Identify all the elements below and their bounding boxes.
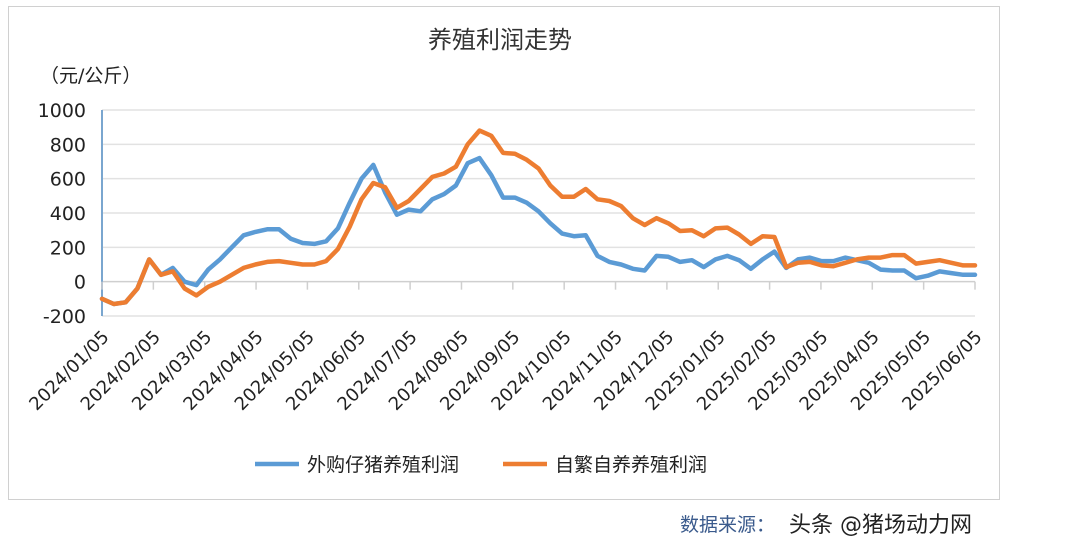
y-tick-label: -200 bbox=[43, 306, 86, 328]
source-label: 数据来源： bbox=[680, 513, 776, 536]
chart-title: 养殖利润走势 bbox=[428, 26, 572, 54]
y-tick-label: 600 bbox=[50, 169, 86, 191]
watermark: 头条 @猪场动力网 bbox=[789, 513, 973, 538]
y-tick-label: 0 bbox=[74, 272, 86, 294]
series-line bbox=[99, 128, 978, 307]
y-axis-unit: （元/公斤） bbox=[40, 65, 141, 87]
y-tick-label: 200 bbox=[50, 237, 86, 259]
footer: 数据来源： 头条 @猪场动力网 bbox=[680, 507, 972, 539]
legend-label: 自繁自养养殖利润 bbox=[555, 454, 707, 476]
y-tick-label: 800 bbox=[50, 134, 86, 156]
y-tick-label: 1000 bbox=[38, 100, 86, 122]
chart-frame bbox=[8, 6, 1000, 500]
legend-label: 外购仔猪养殖利润 bbox=[307, 454, 459, 476]
y-tick-label: 400 bbox=[50, 203, 86, 225]
series-line bbox=[99, 155, 978, 307]
